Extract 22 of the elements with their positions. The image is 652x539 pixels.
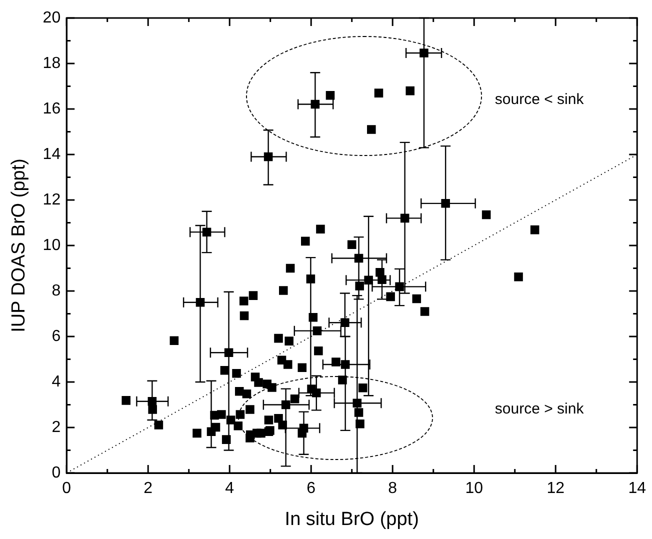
x-tick-label: 10 (465, 480, 484, 498)
x-tick-label: 14 (628, 480, 646, 498)
annotation: source < sink (494, 91, 584, 108)
y-axis-title: IUP DOAS BrO (ppt) (8, 158, 30, 332)
y-tick-label: 10 (42, 236, 61, 254)
y-tick-label: 4 (52, 373, 61, 390)
y-tick-label: 6 (52, 328, 61, 345)
y-tick-label: 8 (52, 282, 61, 300)
y-tick-label: 0 (52, 464, 61, 482)
x-tick-label: 8 (388, 480, 398, 498)
x-tick-label: 2 (144, 480, 153, 498)
y-tick-label: 2 (52, 418, 61, 436)
y-tick-label: 16 (42, 100, 61, 118)
y-tick-label: 12 (42, 191, 61, 208)
y-tick-label: 18 (42, 54, 61, 72)
y-tick-label: 20 (42, 9, 61, 26)
x-tick-label: 4 (225, 480, 234, 498)
x-tick-label: 6 (306, 480, 316, 498)
x-tick-label: 12 (546, 480, 565, 498)
y-tick-label: 14 (42, 146, 61, 163)
x-axis-title: In situ BrO (ppt) (284, 508, 419, 530)
annotation: source > sink (494, 400, 584, 418)
